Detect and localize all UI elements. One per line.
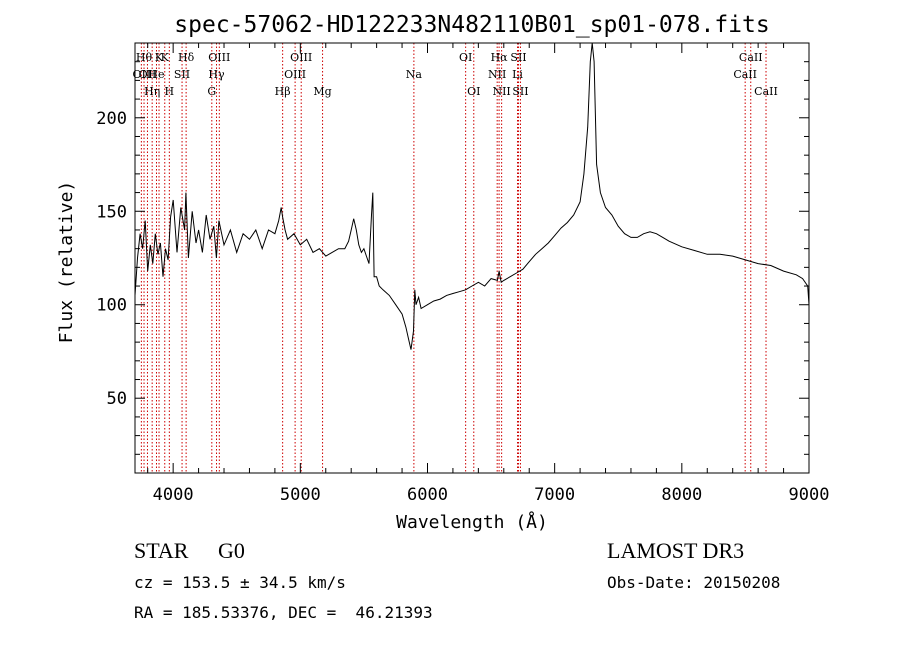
spectral-line-label: OI	[459, 51, 472, 64]
spectral-line-label: CaII	[754, 85, 778, 98]
spectral-line-label: K	[161, 51, 170, 64]
spectral-line-label: Hδ	[178, 51, 195, 64]
spectral-line-label: Hγ	[208, 68, 225, 81]
spectral-line-label: Hβ	[275, 85, 291, 98]
spectral-line-label: CaII	[739, 51, 763, 64]
axis-ticks: 4000 5000 6000 7000 8000 9000 50 100 150 200	[96, 42, 830, 505]
x-tick-label: 5000	[280, 485, 321, 505]
x-tick-label: 6000	[407, 485, 448, 505]
spectral-line-label: OIII	[290, 51, 312, 64]
spectral-line-label: CaII	[733, 68, 757, 81]
spectral-line-label: K	[155, 51, 164, 64]
y-axis-label: Flux (relative)	[56, 181, 77, 344]
y-tick-label: 100	[96, 296, 127, 316]
obs-date-text: Obs-Date: 20150208	[607, 573, 781, 592]
x-tick-label: 9000	[789, 485, 830, 505]
spectral-line-label: Li	[512, 68, 523, 81]
spectral-line-label: OII	[139, 68, 157, 81]
spectral-line-label: Mg	[313, 85, 331, 98]
spectral-line-label: NII	[488, 68, 506, 81]
coords-text: RA = 185.53376, DEC = 46.21393	[134, 603, 433, 622]
x-tick-label: 8000	[661, 485, 702, 505]
survey-label: LAMOST DR3	[607, 538, 745, 563]
spectral-line-label: OIII	[284, 68, 306, 81]
spectral-line-markers	[140, 43, 767, 473]
redshift-text: cz = 153.5 ± 34.5 km/s	[134, 573, 346, 592]
y-tick-label: 200	[96, 109, 127, 129]
spectral-line-label: OIII	[208, 51, 230, 64]
spectral-line-labels: OII Hθ OII Hη He KK H SII Hδ G Hγ OIII Hβ OIII OIII Mg N…	[132, 51, 777, 98]
spectral-line-label: Hα	[491, 51, 509, 64]
spectral-line-label: SII	[510, 51, 526, 64]
class-label: STAR	[134, 538, 189, 563]
x-tick-label: 7000	[534, 485, 575, 505]
spectral-line-label: He	[148, 68, 164, 81]
chart-title: spec-57062-HD122233N482110B01_sp01-078.f…	[174, 12, 769, 38]
x-axis-label: Wavelength (Å)	[396, 511, 548, 533]
spectral-line-label: H	[165, 85, 175, 98]
x-tick-label: 4000	[153, 485, 194, 505]
y-tick-label: 50	[107, 389, 127, 409]
spectral-line-label: SII	[174, 68, 190, 81]
spectral-line-label: Na	[406, 68, 423, 81]
spectral-line-label: G	[207, 85, 216, 98]
spectral-line-label: Hη	[144, 85, 160, 98]
y-tick-label: 150	[96, 202, 127, 222]
subclass-label: G0	[217, 538, 245, 563]
plot-frame	[134, 42, 810, 474]
spectral-line-label: NII	[492, 85, 510, 98]
spectral-line-label: SII	[512, 85, 528, 98]
spectral-line-label: OII	[132, 68, 150, 81]
object-class: STAR G0	[134, 538, 245, 564]
spectrum-line	[134, 42, 810, 350]
spectral-line-label: OI	[467, 85, 480, 98]
spectral-line-label: Hθ	[136, 51, 153, 64]
